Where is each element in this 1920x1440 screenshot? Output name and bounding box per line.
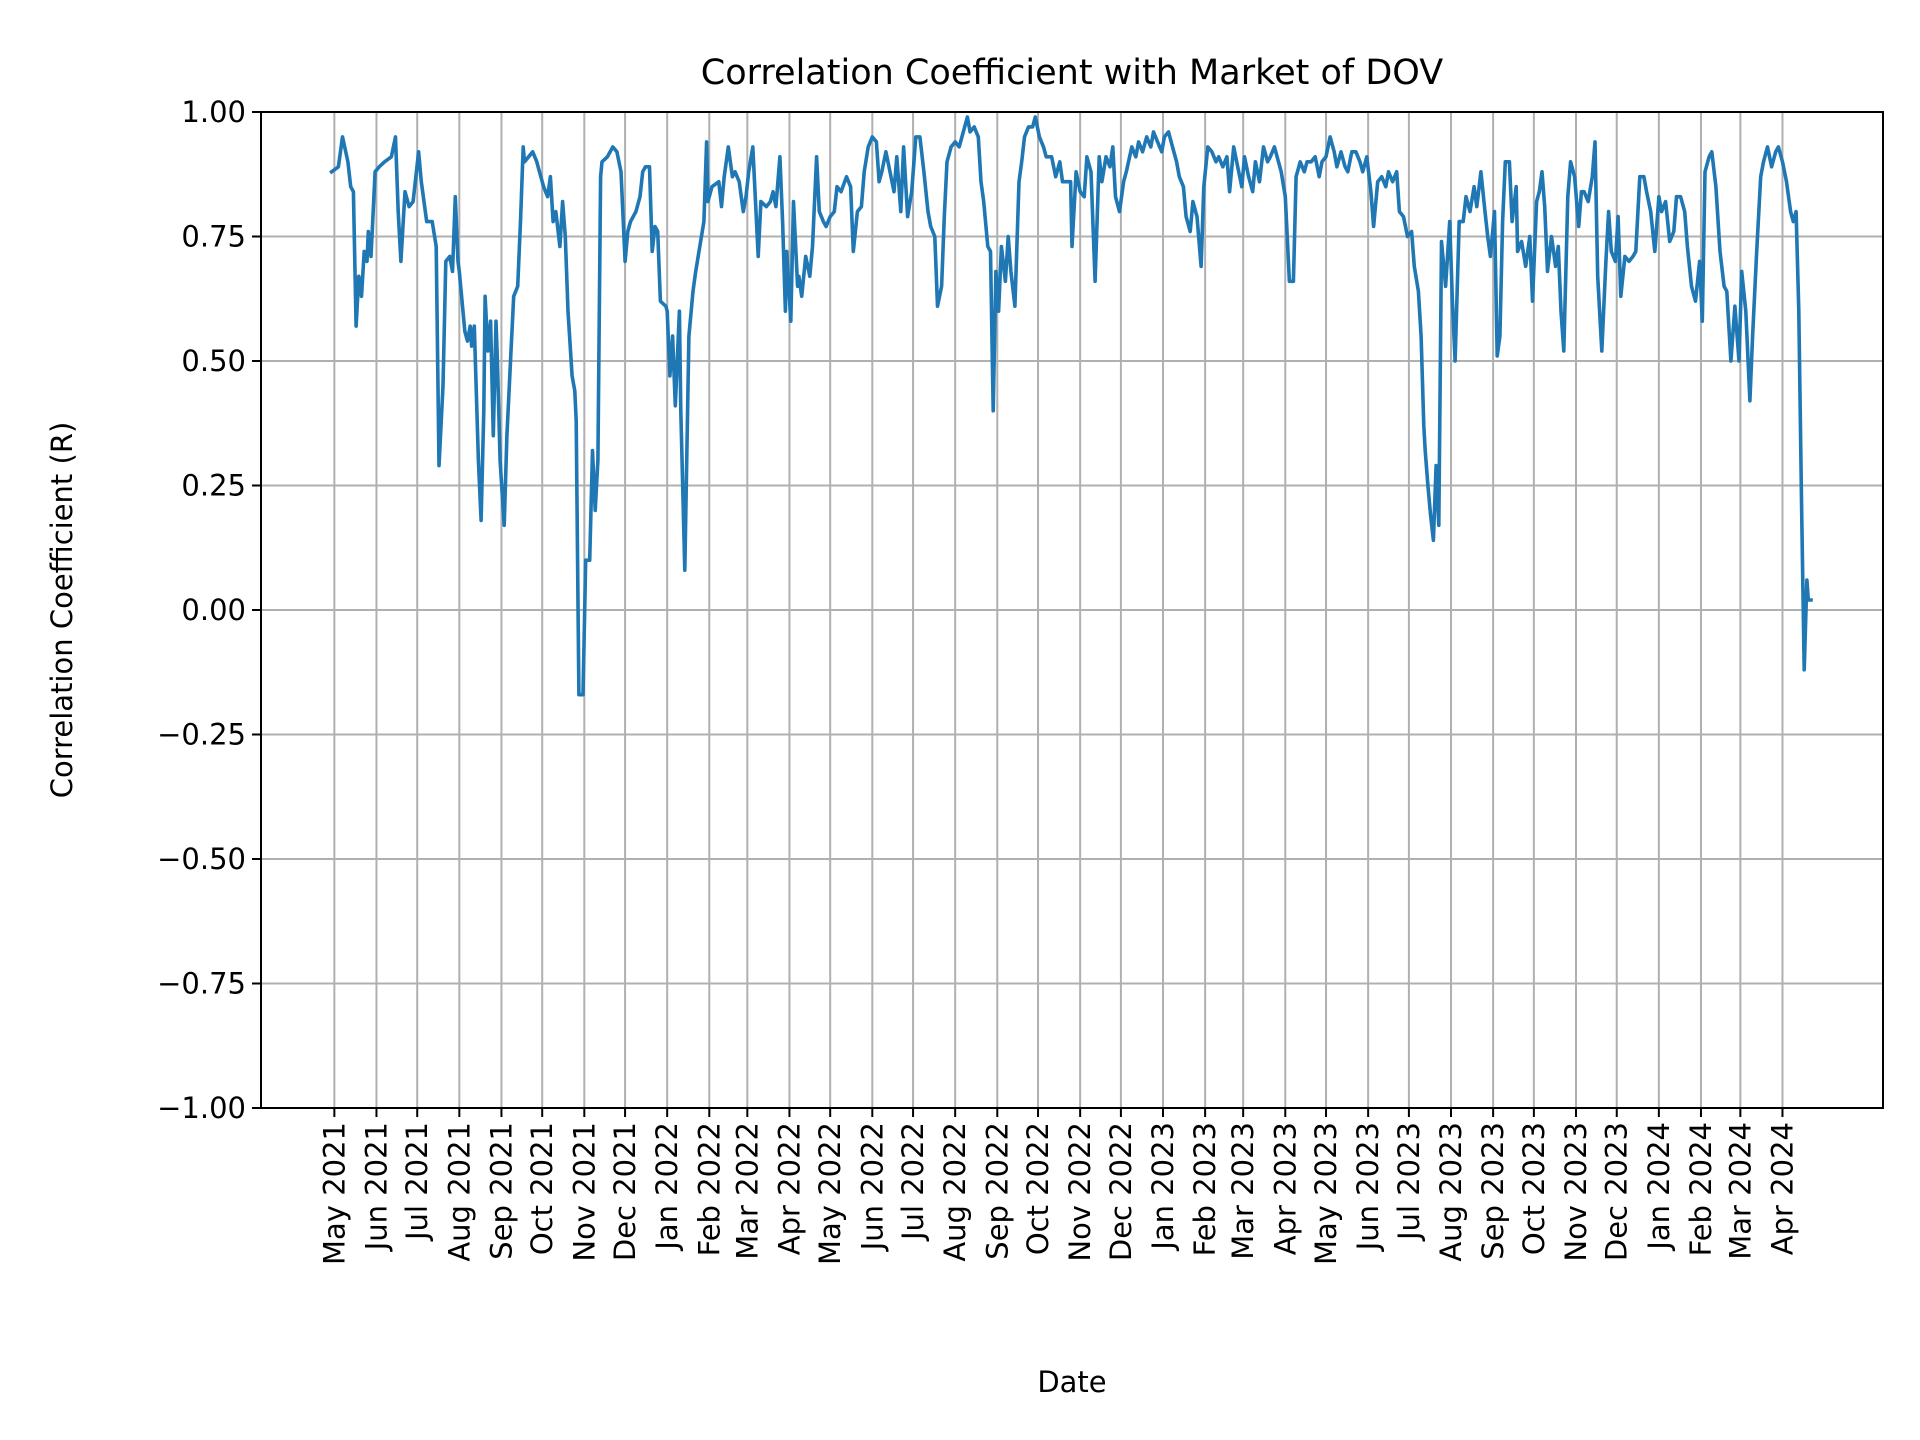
x-tick-label: Jan 2023 — [1146, 1122, 1180, 1252]
axis-ticks: May 2021 Jun 2021 Jul 2021 Aug 2021 Sep 2021… — [157, 95, 1799, 1265]
x-tick-label: Apr 2022 — [772, 1122, 806, 1255]
x-tick-label: Oct 2022 — [1021, 1122, 1055, 1255]
y-tick-label: 0.25 — [181, 469, 246, 503]
x-tick-label: May 2021 — [317, 1122, 351, 1265]
x-tick-label: Jan 2024 — [1642, 1122, 1676, 1252]
x-tick-label: Jan 2022 — [650, 1122, 684, 1252]
x-tick-label: Jul 2023 — [1392, 1122, 1426, 1242]
x-tick-label: Jun 2022 — [855, 1122, 889, 1252]
x-tick-label: Jul 2022 — [896, 1122, 930, 1242]
x-tick-label: Sep 2022 — [980, 1122, 1014, 1260]
x-tick-label: Nov 2023 — [1559, 1122, 1593, 1262]
y-tick-label: −1.00 — [157, 1091, 246, 1125]
y-tick-label: 0.50 — [181, 344, 246, 378]
x-tick-label: May 2023 — [1309, 1122, 1343, 1265]
x-tick-label: Feb 2022 — [692, 1122, 726, 1256]
x-tick-label: Nov 2021 — [567, 1122, 601, 1262]
x-tick-label: Apr 2023 — [1268, 1122, 1302, 1255]
y-tick-label: 0.00 — [181, 593, 246, 627]
x-tick-label: Dec 2023 — [1600, 1122, 1634, 1261]
y-tick-label: 0.75 — [181, 220, 246, 254]
x-tick-label: Apr 2024 — [1765, 1122, 1799, 1255]
x-tick-label: Feb 2024 — [1684, 1122, 1718, 1256]
x-tick-label: Aug 2023 — [1434, 1122, 1468, 1262]
x-tick-label: Jun 2021 — [359, 1122, 393, 1252]
x-tick-label: Mar 2022 — [730, 1122, 764, 1260]
x-tick-label: Aug 2021 — [442, 1122, 476, 1262]
plot-frame — [260, 111, 1884, 1109]
x-tick-label: Mar 2024 — [1723, 1122, 1757, 1260]
x-tick-label: Sep 2021 — [484, 1122, 518, 1260]
y-tick-label: −0.50 — [157, 842, 246, 876]
x-tick-label: Oct 2023 — [1517, 1122, 1551, 1255]
chart-title: Correlation Coefficient with Market of D… — [701, 53, 1443, 93]
x-tick-label: Oct 2021 — [525, 1122, 559, 1255]
x-tick-label: Mar 2023 — [1226, 1122, 1260, 1260]
x-tick-label: Nov 2022 — [1063, 1122, 1097, 1262]
x-tick-label: Feb 2023 — [1188, 1122, 1222, 1256]
y-tick-label: 1.00 — [181, 95, 246, 129]
y-axis-label: Correlation Coefficient (R) — [45, 422, 79, 799]
x-tick-label: Dec 2021 — [608, 1122, 642, 1261]
x-axis-label: Date — [1037, 1365, 1106, 1399]
y-tick-label: −0.75 — [157, 967, 246, 1001]
x-tick-label: Sep 2023 — [1476, 1122, 1510, 1260]
x-tick-label: May 2022 — [813, 1122, 847, 1265]
y-tick-label: −0.25 — [157, 718, 246, 752]
x-tick-label: Aug 2022 — [938, 1122, 972, 1262]
x-tick-label: Dec 2022 — [1104, 1122, 1138, 1261]
x-tick-label: Jun 2023 — [1351, 1122, 1385, 1252]
grid-lines — [261, 111, 1883, 1109]
series-line-correlation — [329, 115, 1813, 697]
x-tick-label: Jul 2021 — [400, 1122, 434, 1242]
